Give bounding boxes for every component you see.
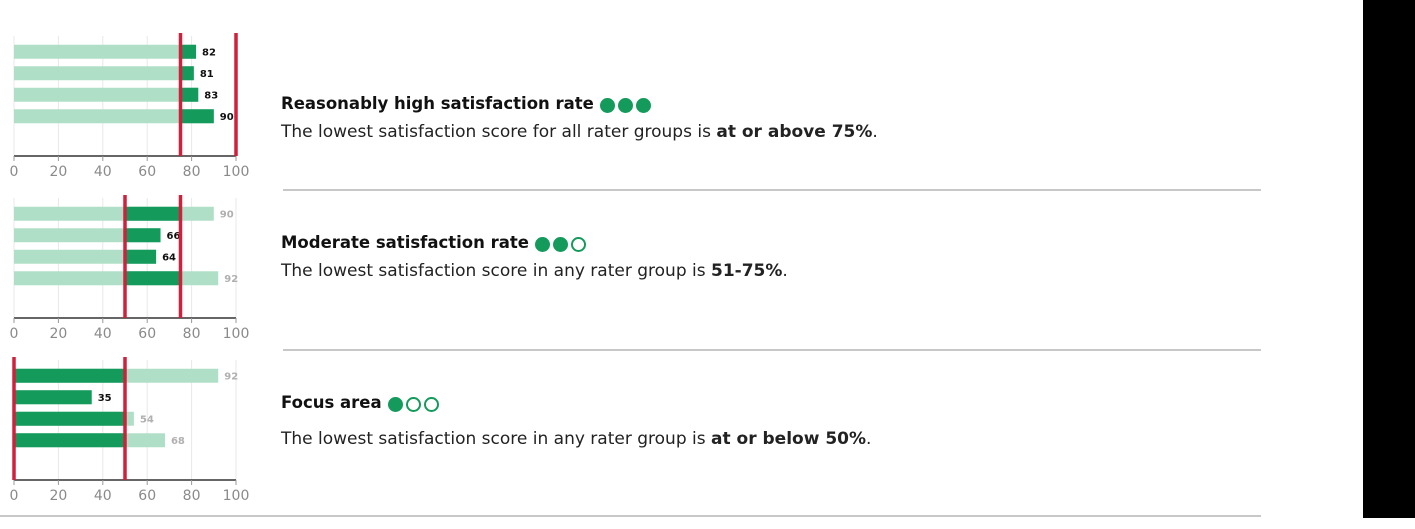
empty-dot-icon — [423, 397, 439, 412]
satisfaction-chart-moderate: 90 66 64 92 0 20 40 60 80 100 — [10, 195, 250, 342]
bar-highlight — [14, 368, 125, 383]
x-tick-label: 20 — [49, 164, 67, 180]
value-label: 92 — [224, 274, 238, 285]
value-label: 54 — [140, 414, 154, 425]
item-title: Focus area — [281, 392, 1241, 415]
bar-highlight — [125, 249, 157, 264]
bar-highlight — [180, 66, 194, 81]
bar-base — [14, 66, 194, 81]
rating-dots — [534, 233, 589, 255]
x-tick-label: 40 — [94, 488, 112, 504]
legend-item-focus: Focus area The lowest satisfaction score… — [281, 392, 1241, 451]
satisfaction-chart-focus: 92 35 54 68 0 20 40 60 80 100 — [10, 357, 250, 504]
item-description: The lowest satisfaction score in any rat… — [281, 261, 788, 281]
empty-dot-icon — [570, 237, 586, 252]
rating-dots — [387, 393, 442, 415]
bar-base — [14, 249, 157, 264]
plot-area: 92 35 54 68 0 20 40 60 80 100 — [10, 357, 250, 504]
bar-base — [14, 109, 214, 124]
legend-item-moderate: Moderate satisfaction rate The lowest sa… — [281, 232, 1241, 283]
legend-item-high: Reasonably high satisfaction rate The lo… — [281, 93, 1241, 144]
bottom-divider — [0, 515, 1261, 517]
bar-highlight — [14, 433, 125, 448]
value-label: 83 — [204, 90, 218, 101]
section-divider — [283, 349, 1261, 351]
value-label: 66 — [167, 231, 181, 242]
item-description: The lowest satisfaction score for all ra… — [281, 122, 878, 142]
bar-highlight — [125, 228, 161, 243]
filled-dot-icon — [617, 98, 633, 113]
item-title: Moderate satisfaction rate — [281, 232, 1241, 255]
bar-highlight — [125, 206, 181, 221]
value-label: 90 — [220, 112, 234, 123]
bar-highlight — [180, 44, 197, 59]
value-label: 90 — [220, 209, 234, 220]
rating-dots — [599, 94, 654, 116]
empty-dot-icon — [405, 397, 421, 412]
x-tick-label: 20 — [49, 488, 67, 504]
value-label: 68 — [171, 436, 185, 447]
value-label: 82 — [202, 47, 216, 58]
bar-highlight — [14, 411, 125, 426]
bar-highlight — [180, 109, 214, 124]
right-edge-bar — [1363, 0, 1415, 518]
x-tick-label: 100 — [223, 164, 250, 180]
x-tick-label: 80 — [183, 164, 201, 180]
x-tick-label: 20 — [49, 326, 67, 342]
bar-base — [14, 206, 214, 221]
filled-dot-icon — [534, 237, 550, 252]
section-divider — [283, 189, 1261, 191]
bar-base — [14, 87, 199, 102]
item-description: The lowest satisfaction score in any rat… — [281, 429, 872, 449]
x-tick-label: 40 — [94, 326, 112, 342]
bar-highlight — [180, 87, 199, 102]
bar-base — [14, 44, 197, 59]
x-tick-label: 60 — [138, 164, 156, 180]
value-label: 92 — [224, 371, 238, 382]
value-label: 81 — [200, 69, 214, 80]
x-tick-label: 0 — [10, 326, 19, 342]
bar-highlight — [14, 390, 92, 405]
filled-dot-icon — [387, 397, 403, 412]
x-tick-label: 40 — [94, 164, 112, 180]
x-tick-label: 60 — [138, 326, 156, 342]
filled-dot-icon — [552, 237, 568, 252]
x-tick-label: 100 — [223, 326, 250, 342]
filled-dot-icon — [599, 98, 615, 113]
x-tick-label: 100 — [223, 488, 250, 504]
x-tick-label: 80 — [183, 488, 201, 504]
filled-dot-icon — [635, 98, 651, 113]
x-tick-label: 0 — [10, 488, 19, 504]
x-tick-label: 0 — [10, 164, 19, 180]
value-label: 64 — [162, 252, 176, 263]
value-label: 35 — [98, 393, 112, 404]
bar-highlight — [125, 271, 181, 286]
item-title: Reasonably high satisfaction rate — [281, 93, 1241, 116]
plot-area: 90 66 64 92 0 20 40 60 80 100 — [10, 195, 250, 342]
x-tick-label: 60 — [138, 488, 156, 504]
x-tick-label: 80 — [183, 326, 201, 342]
bar-base — [14, 271, 219, 286]
